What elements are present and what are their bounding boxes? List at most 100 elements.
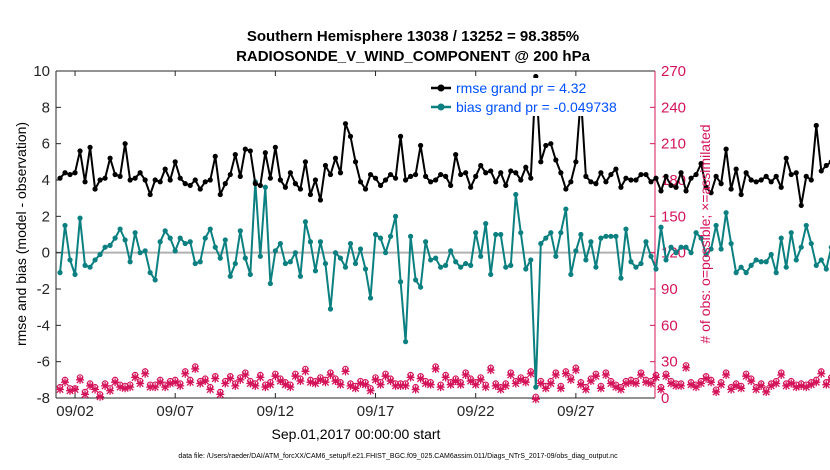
- assimilated-obs-marker: [626, 378, 635, 387]
- left-y-tick-label: 2: [42, 208, 50, 225]
- rmse-point: [803, 173, 809, 179]
- assimilated-obs-marker: [366, 386, 375, 395]
- bias-point: [162, 228, 168, 234]
- legend-rmse-marker: [437, 84, 445, 92]
- assimilated-obs-marker: [131, 373, 140, 382]
- rmse-point: [788, 171, 794, 178]
- rmse-point: [97, 177, 103, 183]
- x-tick-label: 09/02: [56, 403, 94, 420]
- assimilated-obs-marker: [581, 385, 590, 394]
- bias-point: [117, 226, 123, 232]
- rmse-point: [468, 184, 474, 190]
- rmse-point: [167, 177, 173, 183]
- assimilated-obs-marker: [702, 374, 711, 383]
- right-y-tick-label: 210: [661, 136, 686, 153]
- left-y-tick-label: 4: [42, 172, 50, 189]
- axes-background: [56, 71, 655, 398]
- rmse-point: [698, 161, 704, 167]
- assimilated-obs-marker: [641, 378, 650, 387]
- rmse-point: [82, 179, 88, 185]
- rmse-point: [402, 177, 409, 183]
- assimilated-obs-marker: [346, 381, 355, 390]
- assimilated-obs-marker: [86, 381, 95, 390]
- bias-point: [493, 231, 499, 238]
- assimilated-obs-marker: [351, 384, 360, 393]
- rmse-point: [533, 73, 539, 80]
- assimilated-obs-marker: [571, 366, 580, 375]
- assimilated-obs-marker: [156, 378, 165, 387]
- rmse-point: [508, 168, 514, 174]
- right-y-tick-label: 30: [661, 354, 678, 371]
- bias-point: [813, 262, 819, 268]
- legend-bias-marker: [437, 103, 445, 111]
- assimilated-obs-marker: [476, 375, 485, 384]
- left-y-tick-label: -8: [37, 390, 50, 407]
- rmse-point: [87, 144, 93, 150]
- bias-point: [523, 266, 529, 272]
- bias-point: [558, 230, 564, 236]
- bias-point: [488, 271, 494, 278]
- assimilated-obs-marker: [586, 377, 595, 386]
- rmse-point: [367, 171, 374, 178]
- bias-point: [287, 259, 293, 265]
- rmse-point: [272, 144, 278, 150]
- rmse-point: [478, 162, 484, 169]
- assimilated-obs-marker: [306, 378, 315, 387]
- bias-point: [548, 230, 554, 236]
- assimilated-obs-marker: [191, 364, 200, 373]
- rmse-point: [407, 173, 414, 179]
- assimilated-obs-marker: [762, 387, 771, 396]
- bias-point: [122, 237, 128, 243]
- bias-point: [708, 246, 714, 252]
- assimilated-obs-marker: [817, 369, 826, 378]
- bias-point: [202, 235, 208, 241]
- bias-point: [818, 257, 824, 263]
- bias-point: [282, 260, 288, 267]
- bias-point: [733, 270, 739, 276]
- bias-point: [167, 235, 173, 241]
- obs-count-markers: [56, 362, 830, 404]
- assimilated-obs-marker: [712, 387, 721, 396]
- bias-point: [372, 231, 379, 238]
- rmse-point: [668, 182, 674, 189]
- bias-point: [152, 277, 158, 283]
- assimilated-obs-marker: [807, 380, 816, 389]
- bias-point: [347, 240, 354, 247]
- rmse-point: [583, 173, 589, 179]
- bias-point: [693, 230, 699, 236]
- bias-point: [247, 271, 253, 278]
- assimilated-obs-marker: [506, 370, 515, 379]
- assimilated-obs-marker: [777, 370, 786, 379]
- rmse-point: [67, 171, 73, 178]
- rmse-point: [653, 175, 659, 181]
- bias-point: [743, 270, 749, 276]
- rmse-point: [102, 175, 108, 181]
- assimilated-obs-marker: [361, 380, 370, 389]
- rmse-point: [723, 146, 729, 152]
- bias-point: [77, 215, 83, 221]
- bias-point: [573, 248, 579, 254]
- assimilated-obs-marker: [371, 375, 380, 384]
- assimilated-obs-marker: [657, 385, 666, 394]
- bias-point: [342, 264, 349, 270]
- bias-point: [327, 306, 334, 312]
- rmse-point: [342, 121, 349, 127]
- assimilated-obs-marker: [822, 380, 830, 389]
- bias-point: [633, 264, 639, 270]
- rmse-point: [473, 173, 479, 179]
- rmse-point: [498, 170, 504, 176]
- bias-point: [778, 235, 784, 241]
- rmse-point: [282, 184, 288, 190]
- x-tick-label: 09/27: [557, 403, 595, 420]
- assimilated-obs-marker: [66, 386, 75, 395]
- rmse-point: [397, 133, 404, 139]
- rmse-point: [568, 179, 574, 185]
- left-y-tick-label: 0: [42, 245, 50, 262]
- footnote: data file: /Users/raeder/DAI/ATM_forcXX/…: [178, 453, 618, 460]
- assimilated-obs-marker: [136, 379, 145, 388]
- assimilated-obs-marker: [236, 375, 245, 384]
- left-y-axis-label: rmse and bias (model - observation): [13, 122, 29, 346]
- assimilated-obs-marker: [116, 383, 125, 392]
- bias-point: [172, 248, 178, 254]
- assimilated-obs-marker: [697, 379, 706, 388]
